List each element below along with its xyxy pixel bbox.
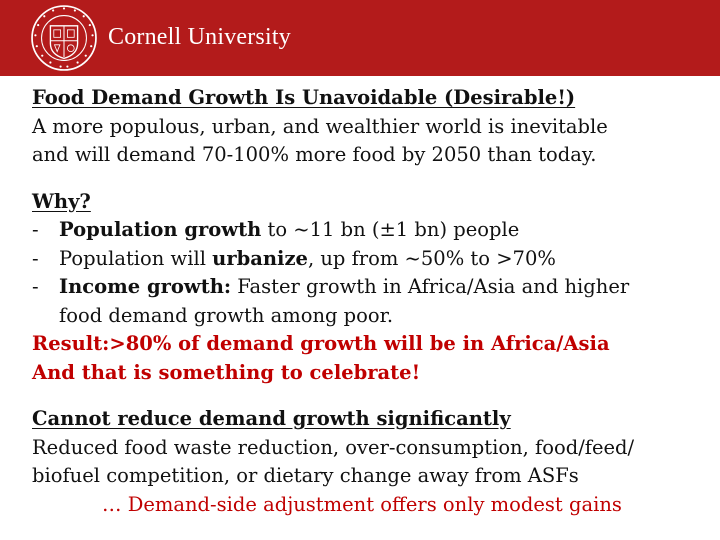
section1-heading: Food Demand Growth Is Unavoidable (Desir… — [32, 86, 576, 109]
section3-body-line2: biofuel competition, or dietary change a… — [32, 464, 579, 487]
bullet-pre-text: Population will — [59, 246, 213, 270]
bullet-continuation: food demand growth among poor. — [59, 303, 394, 327]
spacer — [32, 387, 702, 405]
section2-heading: Why? — [32, 189, 91, 213]
section3-body-line1: Reduced food waste reduction, over-consu… — [32, 435, 635, 459]
bullet-dash: - — [32, 218, 39, 241]
section3-heading: Cannot reduce demand growth significantl… — [32, 407, 511, 430]
cornell-seal-icon — [31, 5, 97, 71]
bullet-dash: - — [32, 275, 39, 298]
result-line1: Result:>80% of demand growth will be in … — [32, 332, 610, 355]
brand-name: Cornell University — [108, 24, 291, 50]
spacer — [32, 170, 702, 188]
bullet-bold-text: Population growth — [59, 218, 262, 241]
bullet-text: to ~11 bn (±1 bn) people — [261, 218, 520, 241]
bullet-bold-text: urbanize — [212, 246, 308, 270]
bullet-population-growth: - Population growth to ~11 bn (±1 bn) pe… — [32, 216, 702, 245]
section1-body-line1: A more populous, urban, and wealthier wo… — [32, 114, 608, 138]
bullet-text: , up from ~50% to >70% — [307, 246, 556, 270]
header-banner: Cornell University — [0, 0, 720, 76]
section3-conclusion: … Demand-side adjustment offers only mod… — [102, 492, 622, 516]
bullet-income-growth: - Income growth: Faster growth in Africa… — [32, 273, 702, 302]
bullet-text: Faster growth in Africa/Asia and higher — [231, 275, 630, 298]
bullet-bold-text: Income growth: — [59, 275, 232, 298]
section1-body-line2: and will demand 70-100% more food by 205… — [32, 143, 597, 166]
result-line2: And that is something to celebrate! — [32, 360, 421, 384]
bullet-urbanize: - Population will urbanize, up from ~50%… — [32, 245, 702, 274]
slide-content: Food Demand Growth Is Unavoidable (Desir… — [32, 84, 702, 519]
bullet-dash: - — [32, 246, 39, 270]
